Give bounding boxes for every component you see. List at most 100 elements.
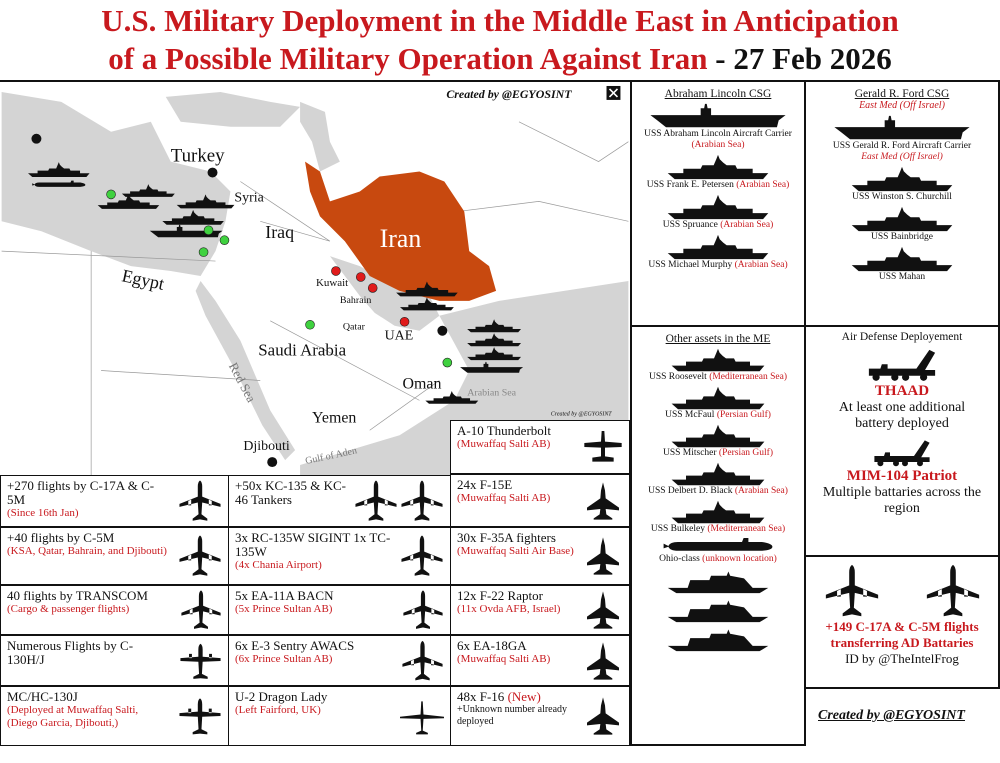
air-asset-cell: 40 flights by TRANSCOM (Cargo & passenger…: [0, 585, 229, 635]
asset-title: 40 flights by TRANSCOM: [7, 588, 148, 603]
ship-location: (Mediterranean Sea): [709, 372, 787, 382]
ship-name: USS Bulkeley: [650, 524, 708, 534]
turboprop-plane-icon: [179, 698, 221, 735]
glider-plane-icon: [400, 701, 444, 735]
ship-name: USS Gerald R. Ford Aircraft Carrier: [832, 141, 972, 151]
littoral-combat-ship-icon: [667, 600, 769, 623]
asset-title: A-10 Thunderbolt: [457, 423, 551, 438]
ship-entry: USS McFaul (Persian Gulf): [632, 386, 804, 421]
iran-territory: [305, 161, 497, 301]
c17-plane-icon: [825, 564, 878, 617]
label-turkey: Turkey: [171, 146, 225, 167]
air-asset-cell: Numerous Flights by C-130H/J: [0, 635, 229, 686]
naval-panel: Abraham Lincoln CSG USS Abraham Lincoln …: [630, 80, 806, 746]
fighter-jet-icon: [587, 481, 619, 520]
label-oman: Oman: [403, 375, 442, 392]
submarine-icon: [663, 538, 773, 551]
destroyer-icon: [671, 462, 765, 486]
lincoln-csg-section: Abraham Lincoln CSG USS Abraham Lincoln …: [632, 82, 804, 327]
asset-title: 6x EA-18GA: [457, 638, 527, 653]
destroyer-icon: [851, 246, 953, 272]
ship-entry: Ohio-class (unknown location): [632, 538, 804, 565]
asset-location: (11x Ovda AFB, Israel): [457, 603, 561, 615]
label-uae: UAE: [385, 329, 414, 344]
asset-location: (Left Fairford, UK): [235, 704, 321, 716]
air-asset-cell: 30x F-35A fighters (Muwaffaq Salti Air Ba…: [450, 527, 630, 585]
air-asset-cell: +40 flights by C-5M (KSA, Qatar, Bahrain,…: [0, 527, 229, 585]
ship-name: USS Roosevelt: [649, 372, 710, 382]
ship-entry: USS Gerald R. Ford Aircraft Carrier East …: [806, 115, 998, 163]
label-kuwait: Kuwait: [316, 277, 348, 289]
littoral-combat-ship-icon: [667, 571, 769, 594]
aircraft-carrier-icon: [834, 115, 970, 140]
asset-note: +Unknown number already deployed: [457, 704, 568, 727]
asset-title: Numerous Flights by C-130H/J: [7, 638, 134, 667]
air-asset-cell: +50x KC-135 & KC-46 Tankers: [228, 475, 451, 527]
ship-location: (Arabian Sea): [720, 220, 774, 230]
air-defense-section: Air Defense Deployement THAAD At least o…: [804, 325, 1000, 557]
fighter-jet-icon: [587, 537, 619, 575]
title-line-1: U.S. Military Deployment in the Middle E…: [101, 3, 899, 38]
ship-name: USS McFaul: [665, 410, 717, 420]
label-bahrain: Bahrain: [340, 295, 371, 306]
asset-title: MC/HC-130J: [7, 689, 78, 704]
ship-entry: USS Mahan: [806, 246, 998, 283]
littoral-combat-ship-icon: [667, 629, 769, 652]
turboprop-plane-icon: [180, 643, 221, 679]
patriot-launcher-icon: [874, 440, 930, 467]
other-assets-section: Other assets in the ME USS Roosevelt (Me…: [632, 333, 804, 652]
ship-entry: USS Bainbridge: [806, 206, 998, 243]
ship-location: (Arabian Sea): [736, 180, 790, 190]
transfer-text: +149 C-17A & C-5M flights transferring A…: [825, 619, 979, 650]
asset-location: (4x Chania Airport): [235, 559, 322, 571]
x-logo-icon: [606, 85, 621, 100]
destroyer-icon: [851, 206, 953, 232]
air-asset-cell: 6x E-3 Sentry AWACS (6x Prince Sultan AB): [228, 635, 451, 686]
destroyer-icon: [667, 154, 769, 180]
borders: [1, 121, 629, 475]
title-line-2: of a Possible Military Operation Against…: [0, 40, 1000, 78]
air-asset-cell: 6x EA-18GA (Muwaffaq Salti AB): [450, 635, 630, 686]
fighter-jet-icon: [587, 591, 619, 629]
title-line-2-text: of a Possible Military Operation Against…: [108, 41, 708, 76]
label-iraq: Iraq: [265, 222, 294, 242]
ship-name: USS Frank E. Petersen: [646, 180, 737, 190]
asset-location: (Deployed at Muwaffaq Salti, (Diego Garc…: [7, 704, 139, 729]
ship-entry: USS Roosevelt (Mediterranean Sea): [632, 348, 804, 383]
ship-name: USS Michael Murphy: [648, 260, 735, 270]
label-djibouti: Djibouti: [243, 439, 289, 454]
ship-entry: USS Delbert D. Black (Arabian Sea): [632, 462, 804, 497]
asset-title: 5x EA-11A BACN: [235, 588, 334, 603]
ship-entry: USS Frank E. Petersen (Arabian Sea): [632, 154, 804, 191]
label-syria: Syria: [234, 190, 263, 205]
destroyer-icon: [851, 166, 953, 192]
transport-plane-icon: [181, 590, 221, 629]
asset-title: 6x E-3 Sentry AWACS: [235, 638, 355, 653]
ship-entry: USS Winston S. Churchill: [806, 166, 998, 203]
ship-location: (Persian Gulf): [718, 448, 774, 458]
ship-entry: USS Michael Murphy (Arabian Sea): [632, 234, 804, 271]
asset-location: (KSA, Qatar, Bahrain, and Djibouti): [7, 545, 167, 557]
ship-location: East Med (Off Israel): [861, 152, 943, 162]
ship-entry: USS Mitscher (Persian Gulf): [632, 424, 804, 459]
lincoln-heading: Abraham Lincoln CSG: [664, 88, 772, 100]
asset-location: (Muwaffaq Salti AB): [457, 492, 551, 504]
intel-frog-credit: ID by @TheIntelFrog: [845, 651, 959, 666]
asset-title: 30x F-35A fighters: [457, 530, 556, 545]
asset-title: +270 flights by C-17A & C-5M: [7, 478, 155, 507]
ship-entry: [632, 597, 804, 623]
transport-plane-icon: [179, 535, 221, 576]
new-badge: (New): [507, 689, 541, 704]
ship-name: USS Mahan: [878, 272, 926, 282]
bizjet-plane-icon: [403, 590, 443, 629]
asset-title-text: 48x F-16: [457, 689, 508, 704]
ship-name: USS Delbert D. Black: [648, 486, 735, 496]
asset-location: (6x Prince Sultan AB): [235, 653, 333, 665]
ship-name: USS Winston S. Churchill: [852, 192, 952, 202]
ship-location: (unknown location): [702, 554, 777, 564]
air-defense-heading: Air Defense Deployement: [841, 331, 963, 343]
recon-plane-icon: [401, 535, 443, 576]
ford-csg-section: Gerald R. Ford CSG East Med (Off Israel)…: [804, 80, 1000, 327]
ford-heading-location: East Med (Off Israel): [859, 100, 945, 111]
asset-title: 48x F-16 (New): [457, 690, 581, 704]
